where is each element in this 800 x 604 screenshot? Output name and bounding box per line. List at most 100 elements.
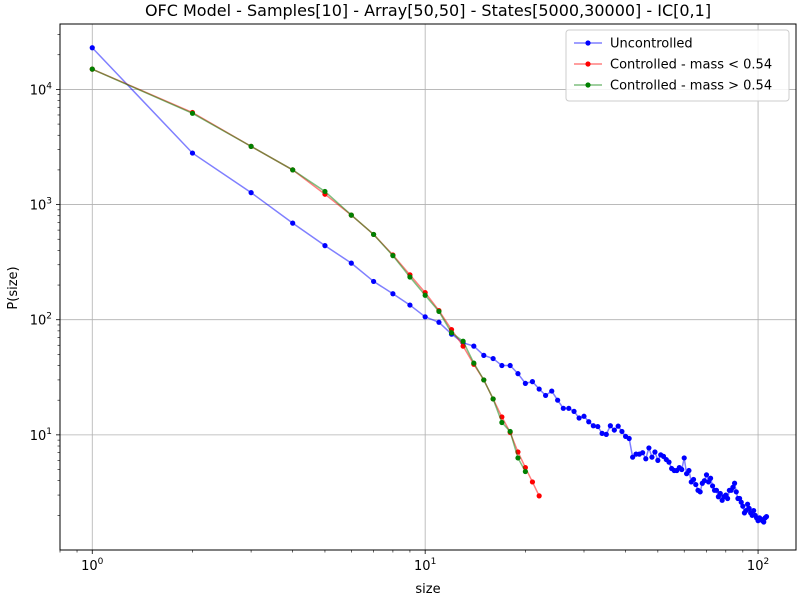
data-point <box>640 450 646 456</box>
data-point <box>590 423 596 429</box>
plot-frame <box>59 23 797 551</box>
y-tick-label: 104 <box>30 81 53 98</box>
y-tick-exponent: 3 <box>46 197 52 207</box>
data-point <box>490 396 496 402</box>
data-point <box>679 466 685 473</box>
y-tick-exponent: 4 <box>46 81 52 91</box>
y-axis-label: P(size) <box>6 266 21 309</box>
series-line <box>91 68 527 472</box>
legend-item: Controlled - mass > 0.54 <box>574 79 772 94</box>
data-point <box>390 253 396 259</box>
data-point <box>536 386 542 392</box>
plot-series <box>89 45 770 525</box>
data-point <box>507 428 513 435</box>
data-point <box>322 188 328 195</box>
x-tick-base: 10 <box>414 559 431 574</box>
data-point <box>643 456 649 462</box>
data-point <box>436 308 442 315</box>
y-tick-base: 10 <box>30 199 47 214</box>
data-point <box>248 190 254 196</box>
data-point <box>189 150 196 156</box>
data-point <box>697 489 703 495</box>
data-point <box>481 377 487 383</box>
data-point <box>751 507 757 514</box>
data-point <box>761 519 767 525</box>
x-axis-label: size <box>415 582 440 597</box>
series-line <box>91 47 768 524</box>
data-point <box>89 66 95 72</box>
data-point <box>515 371 521 377</box>
data-point <box>290 167 296 173</box>
x-tick-exponent: 1 <box>431 557 437 567</box>
data-point <box>731 480 738 486</box>
data-point <box>407 274 413 280</box>
data-point <box>733 489 739 495</box>
data-point <box>529 479 536 485</box>
series-2 <box>89 66 528 475</box>
data-point <box>652 449 658 455</box>
data-point <box>436 319 442 325</box>
data-point <box>371 231 377 238</box>
data-point <box>460 338 466 344</box>
data-point <box>603 431 609 437</box>
data-point <box>701 478 708 484</box>
data-point <box>586 419 592 425</box>
y-tick-label: 102 <box>30 312 52 329</box>
data-point <box>390 291 396 297</box>
data-point <box>611 427 617 433</box>
legend-swatch-marker <box>585 61 591 67</box>
data-point <box>626 435 632 442</box>
data-point <box>763 514 770 520</box>
data-point <box>471 360 477 366</box>
data-point <box>655 457 661 463</box>
data-point <box>690 476 697 483</box>
x-tick-label: 102 <box>747 557 769 574</box>
data-point <box>595 423 601 430</box>
legend-label: Controlled - mass > 0.54 <box>610 79 772 94</box>
y-tick-label: 101 <box>30 427 52 444</box>
data-point <box>348 212 354 218</box>
data-point <box>713 487 720 493</box>
data-point <box>666 459 672 465</box>
data-point <box>189 110 196 116</box>
data-point <box>448 330 455 336</box>
y-tick-base: 10 <box>30 429 47 444</box>
chart-title: OFC Model - Samples[10] - Array[50,50] -… <box>145 1 711 20</box>
data-point <box>290 220 296 226</box>
data-point <box>619 428 625 435</box>
series-line <box>91 68 540 497</box>
data-point <box>560 405 566 411</box>
data-point <box>422 292 428 298</box>
x-tick-base: 10 <box>747 559 764 574</box>
data-point <box>681 455 687 461</box>
data-point <box>422 314 428 320</box>
data-point <box>693 481 699 488</box>
legend-box <box>565 29 790 102</box>
data-point <box>730 484 736 490</box>
data-point <box>740 503 746 509</box>
legend-item: Uncontrolled <box>574 37 693 52</box>
data-point <box>371 278 377 285</box>
data-point <box>555 397 561 403</box>
y-tick-base: 10 <box>30 314 47 329</box>
data-point <box>703 472 710 478</box>
data-point <box>549 388 555 394</box>
data-point <box>522 468 528 475</box>
legend-item: Controlled - mass < 0.54 <box>574 58 772 73</box>
data-point <box>717 490 723 497</box>
data-point <box>407 302 413 308</box>
data-point <box>522 380 528 386</box>
data-point <box>744 501 751 507</box>
data-point <box>536 493 542 499</box>
y-tick-label: 103 <box>30 197 52 214</box>
data-point <box>89 45 95 51</box>
legend-label: Controlled - mass < 0.54 <box>610 58 772 73</box>
data-point <box>725 495 731 502</box>
data-point <box>481 352 487 358</box>
x-tick-base: 10 <box>81 559 98 574</box>
series-1 <box>89 66 542 499</box>
data-point <box>471 343 477 349</box>
data-point <box>738 499 744 505</box>
data-point <box>649 454 655 460</box>
